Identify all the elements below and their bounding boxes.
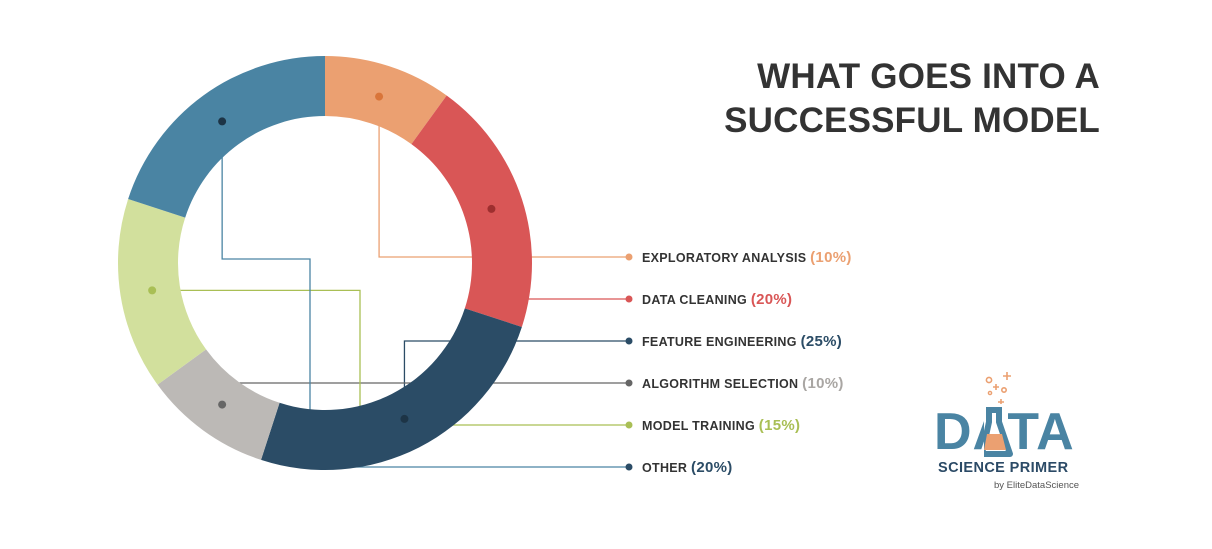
legend-percent-other: (20%): [691, 459, 733, 476]
slice-marker-algorithm-selection: [218, 400, 227, 409]
legend-percent-model-training: (15%): [759, 417, 801, 434]
chart-title: WHAT GOES INTO A SUCCESSFUL MODEL: [640, 55, 1100, 143]
leader-line-exploratory-analysis: [378, 96, 629, 258]
legend-dot-data-cleaning: [625, 295, 633, 303]
legend-label-model-training: MODEL TRAINING (15%): [642, 417, 800, 434]
legend-dot-feature-engineering: [625, 337, 633, 345]
chart-title-line-1: WHAT GOES INTO A: [757, 57, 1100, 96]
logo-subtitle: SCIENCE PRIMER: [938, 460, 1069, 476]
slice-marker-feature-engineering: [400, 414, 409, 423]
legend-percent-feature-engineering: (25%): [801, 333, 843, 350]
legend-percent-exploratory-analysis: (10%): [810, 249, 852, 266]
leader-line-model-training: [152, 289, 629, 426]
legend-dot-exploratory-analysis: [625, 253, 633, 261]
legend-dot-other: [625, 463, 633, 471]
legend-percent-data-cleaning: (20%): [751, 291, 793, 308]
slice-other: [128, 56, 325, 218]
legend-dot-algorithm-selection: [625, 379, 633, 387]
donut-slices: [117, 56, 532, 470]
slice-feature-engineering: [261, 308, 522, 470]
leader-line-other: [221, 121, 629, 468]
legend-label-algorithm-selection: ALGORITHM SELECTION (10%): [642, 375, 844, 392]
legend-percent-algorithm-selection: (10%): [802, 375, 844, 392]
legend-label-other: OTHER (20%): [642, 459, 733, 476]
legend-label-data-cleaning: DATA CLEANING (20%): [642, 291, 792, 308]
slice-marker-other: [218, 117, 227, 126]
slice-exploratory-analysis: [325, 56, 447, 145]
data-science-primer-logo: DATA SCIENCE PRIMER by EliteDataScience: [930, 370, 1105, 500]
slice-marker-exploratory-analysis: [375, 92, 384, 101]
slice-markers: [148, 92, 496, 423]
slice-model-training: [117, 199, 207, 385]
chart-legend: EXPLORATORY ANALYSIS (10%) DATA CLEANING …: [625, 249, 852, 476]
chart-title-line-2: SUCCESSFUL MODEL: [724, 101, 1100, 140]
slice-data-cleaning: [411, 95, 532, 327]
legend-label-feature-engineering: FEATURE ENGINEERING (25%): [642, 333, 842, 350]
legend-dot-model-training: [625, 421, 633, 429]
logo-byline: by EliteDataScience: [994, 480, 1080, 491]
flask-icon: [984, 372, 1013, 458]
slice-marker-model-training: [148, 286, 157, 295]
legend-label-exploratory-analysis: EXPLORATORY ANALYSIS (10%): [642, 249, 852, 266]
slice-marker-data-cleaning: [487, 204, 496, 213]
